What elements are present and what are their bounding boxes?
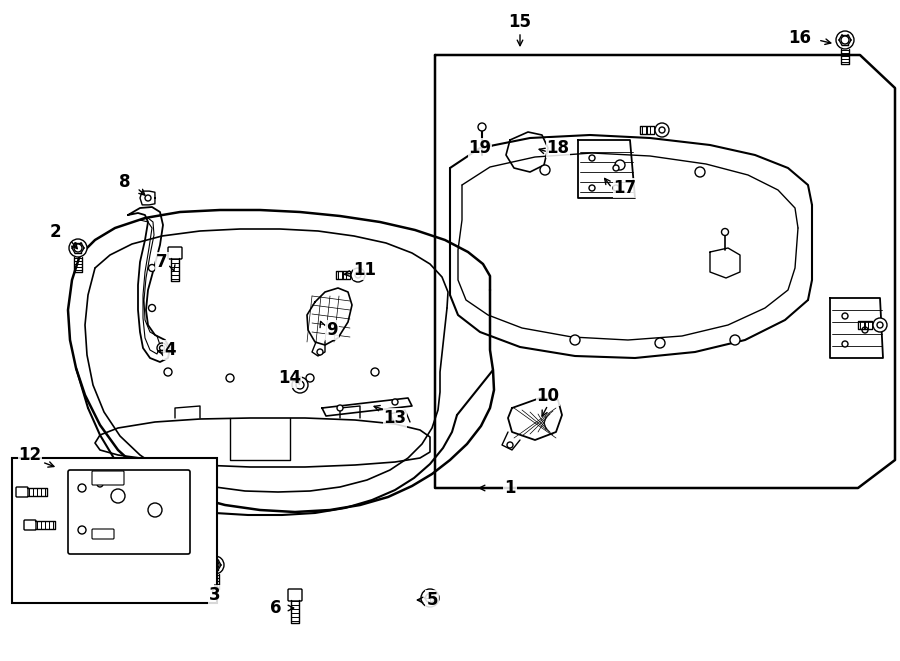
Text: 10: 10 bbox=[536, 387, 560, 405]
Text: 3: 3 bbox=[209, 586, 220, 604]
Circle shape bbox=[659, 127, 665, 133]
Circle shape bbox=[157, 343, 167, 353]
Circle shape bbox=[206, 556, 224, 574]
FancyBboxPatch shape bbox=[92, 471, 124, 485]
Circle shape bbox=[426, 594, 435, 602]
Text: 16: 16 bbox=[788, 29, 812, 47]
Circle shape bbox=[841, 36, 849, 44]
Circle shape bbox=[351, 268, 365, 282]
Text: 19: 19 bbox=[468, 139, 491, 157]
Text: 11: 11 bbox=[354, 261, 376, 279]
Circle shape bbox=[337, 405, 343, 411]
Bar bbox=[12, 458, 217, 603]
Text: 15: 15 bbox=[508, 13, 532, 31]
Text: 13: 13 bbox=[383, 409, 407, 427]
Circle shape bbox=[589, 155, 595, 161]
Circle shape bbox=[164, 368, 172, 376]
Circle shape bbox=[842, 313, 848, 319]
Circle shape bbox=[570, 335, 580, 345]
Circle shape bbox=[296, 381, 304, 389]
Circle shape bbox=[730, 335, 740, 345]
Circle shape bbox=[507, 442, 513, 448]
Text: 9: 9 bbox=[326, 321, 338, 339]
Circle shape bbox=[78, 526, 86, 534]
Circle shape bbox=[478, 123, 486, 131]
Text: 6: 6 bbox=[270, 599, 282, 617]
Circle shape bbox=[655, 338, 665, 348]
FancyBboxPatch shape bbox=[288, 589, 302, 601]
Circle shape bbox=[317, 349, 323, 355]
Circle shape bbox=[540, 165, 550, 175]
Circle shape bbox=[74, 244, 82, 252]
FancyBboxPatch shape bbox=[24, 520, 36, 530]
Circle shape bbox=[97, 481, 103, 487]
Circle shape bbox=[655, 123, 669, 137]
Text: 12: 12 bbox=[18, 446, 41, 464]
Text: 1: 1 bbox=[504, 479, 516, 497]
Circle shape bbox=[873, 318, 887, 332]
FancyBboxPatch shape bbox=[68, 470, 190, 554]
Circle shape bbox=[842, 341, 848, 347]
Text: 4: 4 bbox=[164, 341, 176, 359]
Circle shape bbox=[292, 377, 308, 393]
Circle shape bbox=[148, 503, 162, 517]
Circle shape bbox=[613, 185, 619, 191]
Circle shape bbox=[695, 167, 705, 177]
Text: 8: 8 bbox=[119, 173, 130, 191]
Circle shape bbox=[69, 239, 87, 257]
Circle shape bbox=[421, 589, 439, 607]
Circle shape bbox=[306, 374, 314, 382]
Circle shape bbox=[877, 322, 883, 328]
Circle shape bbox=[392, 399, 398, 405]
Circle shape bbox=[613, 165, 619, 171]
Text: 18: 18 bbox=[546, 139, 570, 157]
Circle shape bbox=[159, 346, 165, 350]
Circle shape bbox=[226, 374, 234, 382]
Circle shape bbox=[148, 264, 156, 272]
Text: 7: 7 bbox=[157, 253, 167, 271]
Circle shape bbox=[111, 489, 125, 503]
Circle shape bbox=[615, 160, 625, 170]
Text: 2: 2 bbox=[50, 223, 61, 241]
Circle shape bbox=[836, 31, 854, 49]
Text: 5: 5 bbox=[427, 591, 437, 609]
Circle shape bbox=[145, 195, 151, 201]
Circle shape bbox=[722, 229, 728, 235]
FancyBboxPatch shape bbox=[16, 487, 28, 497]
Circle shape bbox=[211, 561, 219, 569]
FancyBboxPatch shape bbox=[92, 529, 114, 539]
Circle shape bbox=[371, 368, 379, 376]
Circle shape bbox=[355, 272, 361, 278]
Circle shape bbox=[78, 484, 86, 492]
Text: 17: 17 bbox=[614, 179, 636, 197]
Circle shape bbox=[148, 305, 156, 311]
Circle shape bbox=[862, 327, 868, 333]
Text: 14: 14 bbox=[278, 369, 302, 387]
FancyBboxPatch shape bbox=[168, 247, 182, 259]
Circle shape bbox=[589, 185, 595, 191]
